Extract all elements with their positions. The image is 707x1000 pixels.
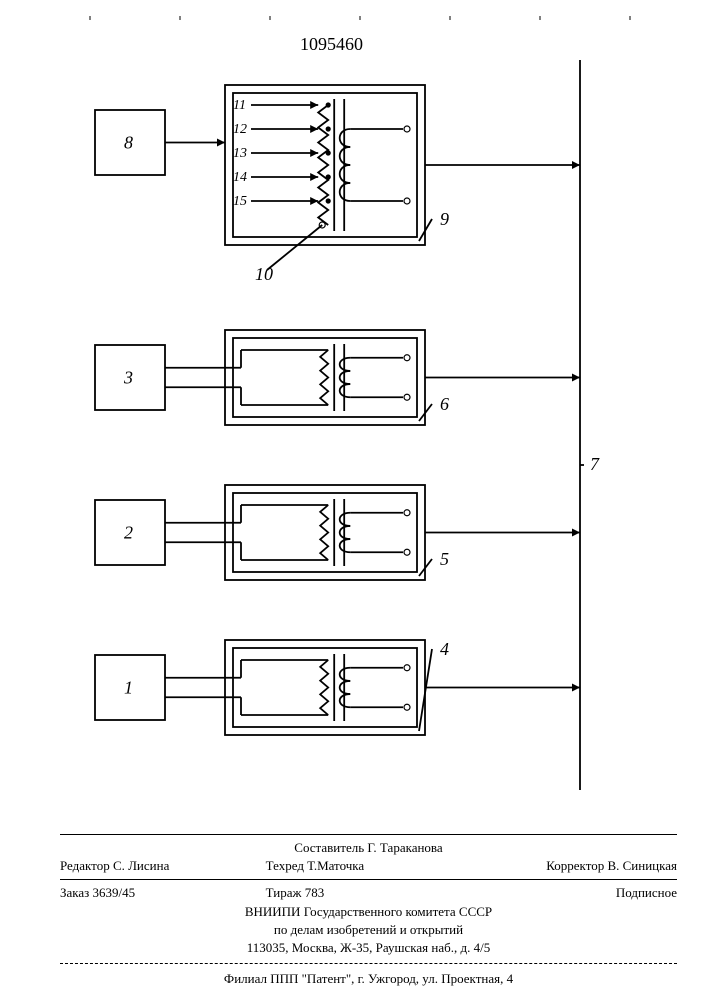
circulation: Тираж 783 [266,884,472,902]
compiler-line: Составитель Г. Тараканова [60,839,677,857]
svg-text:12: 12 [233,122,247,137]
addr: 113035, Москва, Ж-35, Раушская наб., д. … [60,939,677,957]
svg-text:13: 13 [233,146,247,161]
branch: Филиал ППП "Патент", г. Ужгород, ул. Про… [60,970,677,988]
svg-text:14: 14 [233,170,247,185]
editor: Редактор С. Лисина [60,857,266,875]
block-label-3: 3 [123,368,133,388]
svg-text:9: 9 [440,209,449,229]
tech: Техред Т.Маточка [266,857,472,875]
svg-text:1095460: 1095460 [300,34,363,54]
footer: Составитель Г. Тараканова Редактор С. Ли… [60,830,677,988]
svg-text:4: 4 [440,639,449,659]
signed: Подписное [471,884,677,902]
block-label-2: 2 [124,523,133,543]
svg-text:10: 10 [255,264,273,284]
block-label-8: 8 [124,133,133,153]
svg-text:15: 15 [233,194,247,209]
corrector: Корректор В. Синицкая [471,857,677,875]
org1: ВНИИПИ Государственного комитета СССР [60,903,677,921]
order: Заказ 3639/45 [60,884,266,902]
svg-text:5: 5 [440,549,449,569]
org2: по делам изобретений и открытий [60,921,677,939]
svg-text:7: 7 [590,454,600,474]
svg-text:11: 11 [233,98,246,113]
circuit-diagram: 1095460783211112131415109654 [0,0,707,820]
page: 1095460783211112131415109654 Составитель… [0,0,707,1000]
block-label-1: 1 [124,678,133,698]
svg-text:6: 6 [440,394,449,414]
